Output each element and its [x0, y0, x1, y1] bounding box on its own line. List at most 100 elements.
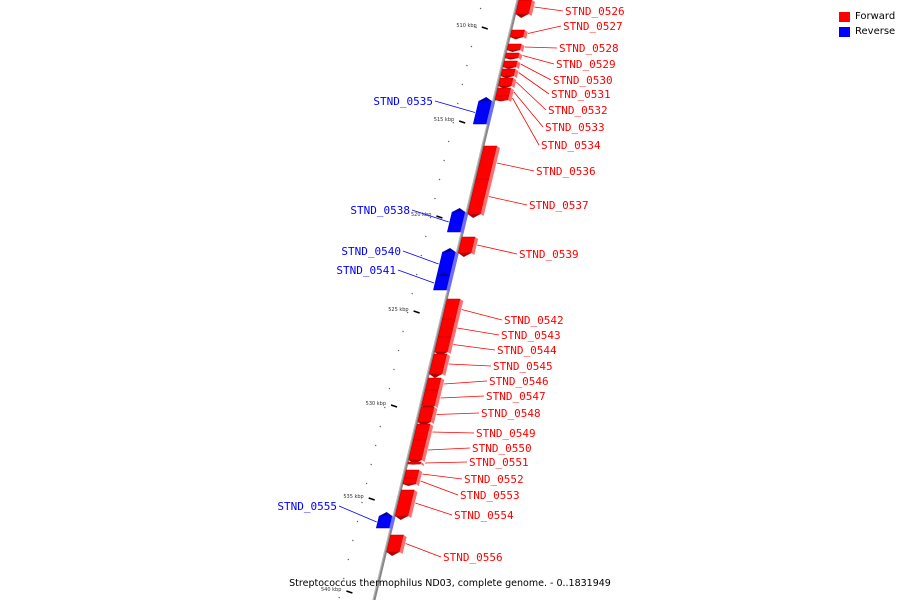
- legend-reverse[interactable]: Reverse: [839, 24, 895, 39]
- minor-tick: [443, 159, 445, 162]
- gene-label[interactable]: STND_0527: [563, 20, 623, 33]
- tick-label: 540 kbp: [321, 587, 341, 593]
- gene-label[interactable]: STND_0550: [472, 442, 532, 455]
- gene-block[interactable]: [498, 77, 514, 87]
- gene-arrow: [505, 58, 519, 60]
- gene-block[interactable]: [502, 60, 518, 68]
- label-leader: [518, 72, 550, 95]
- minor-tick: [361, 501, 363, 504]
- gene-block-side: [442, 354, 451, 376]
- gene-block[interactable]: [402, 477, 418, 485]
- gene-block-side: [488, 146, 500, 182]
- gene-block[interactable]: [506, 43, 522, 51]
- gene-label[interactable]: STND_0529: [556, 58, 616, 71]
- gene-arrow: [510, 37, 524, 40]
- gene-block[interactable]: [495, 87, 512, 97]
- gene-block-side: [447, 337, 455, 354]
- minor-tick: [365, 482, 368, 485]
- gene-label[interactable]: STND_0536: [536, 165, 596, 178]
- gene-label[interactable]: STND_0552: [464, 473, 524, 486]
- gene-block-side: [421, 440, 430, 462]
- gene-arrow: [379, 512, 393, 516]
- gene-arrow: [402, 484, 416, 486]
- minor-tick: [352, 539, 354, 542]
- genome-backbone-highlight: [372, 0, 518, 600]
- gene-block-side: [515, 61, 521, 69]
- label-leader: [513, 91, 544, 128]
- minor-tick: [347, 558, 350, 561]
- gene-block[interactable]: [500, 68, 516, 77]
- gene-label[interactable]: STND_0532: [548, 104, 608, 117]
- minor-tick: [420, 254, 423, 257]
- gene-label[interactable]: STND_0533: [545, 121, 605, 134]
- gene-label[interactable]: STND_0556: [443, 551, 503, 564]
- gene-block[interactable]: [509, 29, 526, 38]
- gene-block-side: [434, 390, 442, 408]
- minor-tick: [411, 292, 414, 295]
- label-leader: [516, 81, 547, 111]
- gene-label[interactable]: STND_0535: [373, 95, 433, 108]
- gene-block[interactable]: [504, 52, 520, 59]
- tick-mark: [390, 404, 398, 408]
- gene-label[interactable]: STND_0528: [559, 42, 619, 55]
- label-leader: [520, 63, 552, 81]
- gene-block[interactable]: [407, 461, 422, 465]
- gene-arrow: [502, 67, 516, 69]
- minor-tick: [402, 330, 404, 333]
- gene-arrow: [495, 100, 508, 102]
- gene-label[interactable]: STND_0549: [476, 427, 536, 440]
- gene-arrow: [395, 516, 409, 520]
- minor-tick: [470, 45, 473, 48]
- gene-label[interactable]: STND_0539: [519, 248, 579, 261]
- gene-label[interactable]: STND_0541: [336, 264, 396, 277]
- axis-ticks: 510 kbp 515 kbp 520 kbp 525 kbp 530 kbp 535 k…: [321, 7, 488, 599]
- minor-tick: [406, 311, 409, 314]
- gene-label[interactable]: STND_0526: [565, 5, 625, 18]
- minor-tick: [447, 140, 450, 143]
- gene-label[interactable]: STND_0534: [541, 139, 601, 152]
- gene-arrow: [498, 86, 512, 89]
- gene-label[interactable]: STND_0543: [501, 329, 561, 342]
- label-leader: [440, 395, 485, 399]
- gene-arrow: [452, 208, 466, 212]
- minor-tick: [425, 235, 427, 238]
- gene-label[interactable]: STND_0537: [529, 199, 589, 212]
- gene-label[interactable]: STND_0553: [460, 489, 520, 502]
- gene-block-side: [451, 319, 459, 339]
- gene-label[interactable]: STND_0538: [350, 204, 410, 217]
- gene-label[interactable]: STND_0551: [469, 456, 529, 469]
- gene-label[interactable]: STND_0531: [551, 88, 611, 101]
- gene-block-side: [518, 53, 523, 60]
- tick-mark: [481, 26, 488, 30]
- gene-block-side: [513, 69, 519, 78]
- minor-tick: [393, 368, 395, 371]
- genome-caption: Streptococcus thermophilus ND03, complet…: [289, 578, 611, 589]
- gene-label[interactable]: STND_0530: [553, 74, 613, 87]
- gene-label[interactable]: STND_0547: [486, 390, 546, 403]
- tick-mark: [346, 590, 353, 594]
- label-leader: [405, 543, 442, 558]
- label-leader: [427, 447, 471, 451]
- gene-label[interactable]: STND_0540: [341, 245, 401, 258]
- tick-label: 520 kbp: [411, 212, 431, 218]
- minor-tick: [379, 425, 382, 428]
- label-leader: [457, 327, 500, 336]
- gene-label[interactable]: STND_0545: [493, 360, 553, 373]
- gene-block[interactable]: [403, 469, 420, 479]
- gene-labels: STND_0526 STND_0527 STND_0528 STND_0529 STND…: [277, 5, 624, 564]
- gene-label[interactable]: STND_0554: [454, 509, 514, 522]
- gene-block[interactable]: [494, 95, 510, 101]
- gene-label[interactable]: STND_0546: [489, 375, 549, 388]
- gene-block-side: [415, 478, 421, 486]
- legend-forward[interactable]: Forward: [839, 9, 895, 24]
- gene-label[interactable]: STND_0542: [504, 314, 564, 327]
- label-leader: [534, 6, 564, 12]
- label-leader: [420, 480, 459, 496]
- gene-label[interactable]: STND_0555: [277, 500, 337, 513]
- gene-arrow: [500, 76, 514, 79]
- gene-label[interactable]: STND_0544: [497, 344, 557, 357]
- minor-tick: [479, 7, 482, 10]
- legend: Forward Reverse: [839, 9, 895, 39]
- gene-label[interactable]: STND_0548: [481, 407, 541, 420]
